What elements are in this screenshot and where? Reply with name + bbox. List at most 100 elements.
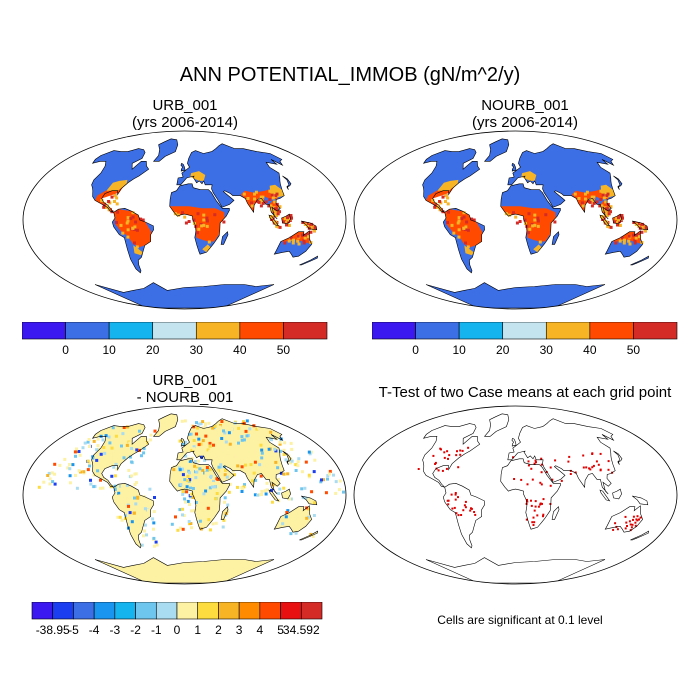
grid-cell [201,439,205,443]
grid-cell [620,214,624,218]
grid-cell [130,447,134,450]
coastline-north-america [91,423,150,488]
grid-cell [141,218,145,222]
grid-cell [126,216,130,220]
significant-cell [607,468,610,471]
grid-cell [218,425,222,429]
land-madagascar [552,231,559,245]
panel-3-title: URB_001 - NOURB_001 [45,372,325,406]
grid-cell [100,199,104,202]
grid-cell [307,226,311,230]
grid-cell [627,239,631,243]
grid-cell [128,455,132,459]
grid-cell [89,482,93,486]
grid-cell [213,424,217,428]
coastline-antarctica [425,557,606,584]
land-madagascar [221,506,228,520]
colorbar-label: 1 [194,623,201,637]
grid-cell [277,458,281,462]
grid-cell [633,239,637,243]
grid-cell [194,224,198,228]
significant-cell [445,467,448,470]
significant-cell [632,518,634,521]
grid-cell [270,488,273,492]
significant-cell [616,528,619,531]
grid-cell [275,202,279,206]
colorbar-label: 20 [496,343,510,357]
grid-cell [184,481,187,485]
colorbar-segment [65,322,110,340]
significant-cell [455,512,458,515]
grid-cell [457,228,461,232]
grid-cell [195,432,198,436]
grid-cell [438,200,442,203]
grid-cell [134,481,138,485]
grid-cell [127,504,130,508]
grid-cell [472,218,476,222]
significant-cell [568,455,571,458]
coastline-south-america [442,207,485,274]
grid-cell [245,419,249,423]
grid-cell [334,480,338,484]
grid-cell [598,204,602,208]
grid-cell [179,483,183,486]
colorbar-label: 5 [277,623,284,637]
colorbar-label: 2 [215,623,222,637]
colorbar-label: 0 [62,343,69,357]
grid-cell [120,444,123,448]
significant-cell [636,519,639,522]
grid-cell [102,446,106,449]
grid-cell [470,217,474,221]
significant-cell [513,478,516,480]
significant-cell [526,498,528,501]
grid-cell [303,233,307,237]
grid-cell [276,466,280,470]
significant-cell [560,479,563,482]
grid-cell [152,510,156,514]
colorbar-segment [239,322,284,340]
grid-cell [217,465,221,469]
grid-cell [253,197,256,201]
grid-cell [536,216,540,220]
grid-cell [282,486,286,490]
grid-cell [140,543,144,547]
significant-cell [417,468,420,470]
grid-cell [208,468,212,472]
grid-cell [125,221,129,225]
grid-cell [515,221,519,225]
significant-cell [534,505,537,508]
grid-cell [242,438,246,442]
grid-cell [201,468,205,472]
significant-cell [526,500,529,503]
grid-cell [184,454,188,458]
grid-cell [203,475,207,478]
grid-cell [87,438,91,441]
grid-cell [282,472,286,476]
panel-2-title-line1: NOURB_001 [481,97,569,114]
grid-cell [214,497,218,501]
grid-cell [131,211,135,215]
grid-cell [311,534,315,538]
panel-2-title: NOURB_001 (yrs 2006-2014) [385,97,665,131]
grid-cell [288,497,291,501]
grid-cell [319,480,323,484]
land-eurasia [507,143,616,219]
grid-cell [274,194,278,198]
grid-cell [221,525,225,529]
warm-region-0 [106,179,128,191]
grid-cell [202,218,206,222]
coastline-borneo [612,213,622,225]
grid-cell [183,478,187,482]
grid-cell [457,235,461,239]
grid-cell [92,473,96,477]
grid-cell [609,210,612,214]
grid-cell [203,423,207,427]
tropical-region-0 [95,185,125,213]
grid-cell [533,223,537,227]
grid-cell [215,481,219,485]
colorbar-segment [589,322,634,340]
grid-cell [283,241,287,245]
warm-region-0 [437,179,459,191]
grid-cell [444,194,448,198]
grid-cell [644,226,648,230]
